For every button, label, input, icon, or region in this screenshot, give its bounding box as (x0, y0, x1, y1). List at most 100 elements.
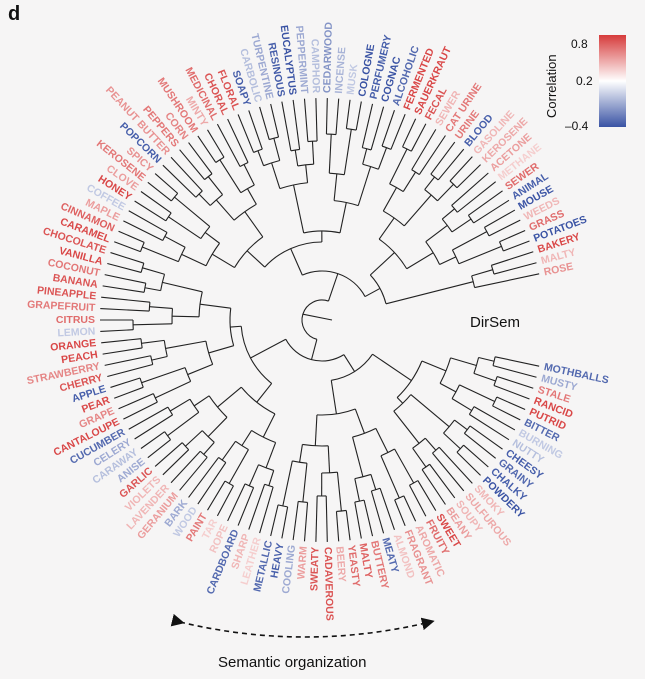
branch-radial (437, 183, 454, 202)
branch-radial (162, 164, 197, 198)
branch-arc (439, 357, 452, 384)
branch-radial (303, 502, 309, 542)
branch-radial (389, 148, 408, 185)
branch-arc (239, 162, 249, 168)
branch-radial (197, 462, 227, 505)
branch-radial (243, 164, 255, 186)
branch-arc (490, 265, 495, 275)
branch-radial (330, 380, 337, 414)
branch-radial (310, 339, 318, 360)
branch-radial (134, 200, 167, 222)
branch-radial (290, 248, 303, 276)
branch-radial (179, 149, 206, 180)
center-label: DirSem (470, 314, 520, 331)
branch-radial (464, 432, 497, 459)
branch-radial (345, 99, 351, 129)
branch-radial (491, 251, 534, 266)
leaf-label: WARM (295, 546, 310, 580)
branch-radial (458, 245, 502, 265)
branch-radial (327, 445, 331, 473)
branch-radial (167, 411, 200, 437)
branch-radial (273, 138, 281, 161)
branch-radial (281, 506, 289, 539)
branch-radial (430, 141, 456, 175)
branch-radial (473, 199, 510, 224)
branch-radial (361, 103, 374, 148)
branch-arc (235, 440, 249, 451)
branch-radial (237, 114, 255, 153)
branch-radial (185, 430, 203, 447)
branch-radial (394, 448, 415, 484)
branch-radial (335, 98, 340, 135)
leaf-label: CAMPHOR (308, 39, 322, 94)
branch-radial (325, 98, 328, 135)
branch-arc (451, 249, 460, 265)
bottom-label: Semantic organization (218, 654, 366, 671)
branch-radial (293, 184, 305, 234)
branch-radial (118, 393, 154, 410)
branch-arc (200, 226, 211, 239)
branch-radial (259, 486, 274, 534)
branch-radial (451, 398, 473, 412)
branch-radial (410, 123, 427, 152)
branch-radial (381, 109, 395, 147)
branch-radial (217, 386, 242, 408)
branch-radial (492, 365, 537, 378)
branch-radial (114, 241, 141, 253)
branch-radial (411, 129, 437, 171)
branch-radial (370, 106, 385, 151)
branch-radial (302, 463, 308, 503)
branch-radial (211, 253, 235, 269)
branch-radial (311, 141, 315, 165)
branch-radial (294, 150, 299, 166)
branch-arc (163, 340, 168, 357)
branch-radial (216, 123, 241, 167)
branch-radial (268, 470, 275, 486)
branch-arc (208, 395, 228, 418)
branch-radial (380, 455, 400, 499)
branch-arc (449, 180, 458, 189)
branch-radial (154, 173, 179, 194)
leaf-label: CADAVEROUS (322, 547, 336, 621)
branch-radial (170, 450, 201, 484)
branch-radial (133, 323, 173, 326)
leaf-label: ORANGE (50, 337, 97, 354)
branch-radial (188, 457, 220, 498)
branch-radial (228, 449, 249, 484)
leaf-label: YEASTY (345, 544, 362, 587)
branch-radial (188, 142, 213, 175)
branch-arc (331, 353, 373, 381)
branch-radial (394, 499, 406, 527)
branch-radial (256, 383, 273, 403)
panel-label: d (8, 3, 20, 25)
branch-radial (203, 441, 215, 455)
branch-root (302, 313, 333, 321)
branch-radial (456, 164, 481, 189)
branch-radial (469, 425, 503, 450)
branch-radial (438, 446, 473, 484)
branch-arc (456, 444, 465, 453)
branch-radial (417, 480, 437, 511)
branch-radial (248, 464, 260, 486)
branch-radial (141, 367, 186, 384)
branch-radial (441, 208, 455, 220)
branch-arc (383, 210, 405, 227)
branch-radial (432, 452, 465, 492)
branch-radial (199, 303, 231, 309)
branch-radial (172, 315, 200, 318)
branch-arc (140, 338, 143, 349)
branch-radial (471, 269, 493, 277)
branch-radial (144, 287, 161, 292)
branch-arc (451, 205, 458, 213)
colorbar-tick-high: 0.8 (571, 37, 588, 51)
branch-radial (216, 485, 234, 517)
branch-radial (110, 377, 141, 388)
branch-radial (439, 256, 457, 266)
branch-arc (499, 241, 504, 252)
branch-radial (478, 356, 495, 362)
branch-radial (198, 193, 211, 206)
branch-arc (205, 341, 214, 365)
branch-radial (418, 135, 446, 175)
branch-radial (402, 118, 417, 148)
branch-radial (443, 432, 461, 450)
